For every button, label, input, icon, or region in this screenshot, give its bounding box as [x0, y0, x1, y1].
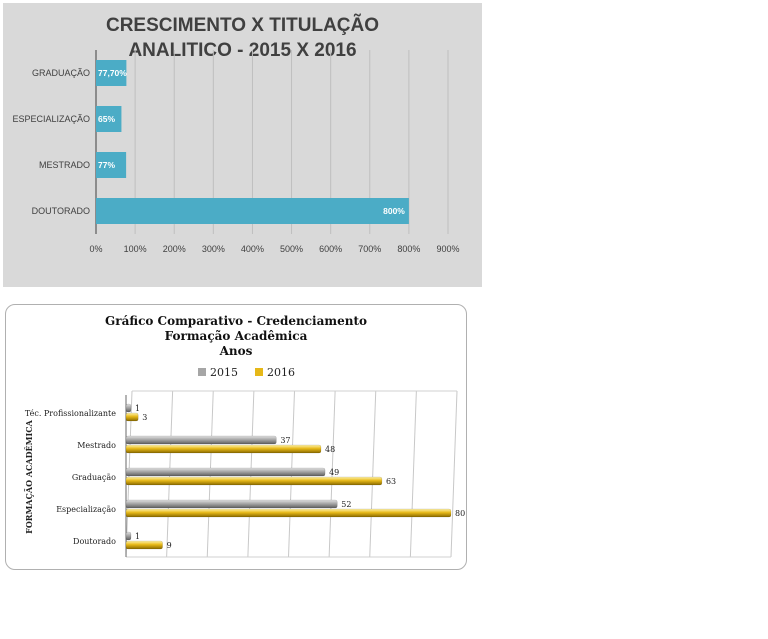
chart2-data-label: 9	[167, 541, 172, 550]
chart2-title-line3: Anos	[219, 344, 253, 358]
chart1-x-tick-label: 300%	[202, 244, 225, 254]
chart1-x-tick-label: 500%	[280, 244, 303, 254]
chart1-bar	[96, 106, 122, 132]
chart2-data-label: 49	[329, 468, 339, 477]
chart1-bar	[96, 198, 409, 224]
chart1-title-line2: ANALITICO - 2015 X 2016	[128, 40, 357, 61]
chart1-bar	[96, 152, 127, 178]
chart2-legend-label: 2016	[267, 366, 295, 379]
chart1-category-label: DOUTORADO	[32, 206, 90, 216]
chart2-data-label: 1	[135, 532, 140, 541]
chart2-bar-2016	[125, 412, 139, 422]
chart2-gridline	[409, 390, 417, 558]
chart1-x-tick-label: 200%	[163, 244, 186, 254]
chart2-data-label: 52	[341, 500, 351, 509]
chart2-bar-2016	[125, 476, 383, 486]
chart1-category-label: ESPECIALIZAÇÃO	[12, 114, 90, 124]
chart2-data-label: 37	[280, 436, 290, 445]
chart2-bar-2015	[125, 499, 338, 509]
chart1-data-label: 65%	[98, 114, 115, 124]
chart2-gridline	[450, 390, 458, 558]
chart2-bar-2016	[125, 508, 452, 518]
chart2-y-axis-title: FORMAÇÃO ACADÊMICA	[24, 419, 34, 533]
chart1-x-tick-label: 700%	[358, 244, 381, 254]
chart1-x-tick-label: 400%	[241, 244, 264, 254]
chart1-x-tick-label: 600%	[319, 244, 342, 254]
chart1-data-label: 77,70%	[98, 68, 127, 78]
chart1-x-tick-label: 0%	[89, 244, 102, 254]
chart2-data-label: 1	[135, 404, 140, 413]
chart1-data-label: 77%	[98, 160, 115, 170]
chart2-category-label: Doutorado	[73, 537, 116, 546]
chart2-legend-swatch	[198, 368, 206, 376]
chart2-data-label: 63	[386, 477, 396, 486]
chart2-category-label: Téc. Profissionalizante	[25, 409, 116, 418]
chart1-category-label: MESTRADO	[39, 160, 90, 170]
chart2-gridline	[328, 390, 336, 558]
chart2-legend-swatch	[255, 368, 263, 376]
chart2-title-line1: Gráfico Comparativo - Credenciamento	[105, 314, 367, 328]
chart2-category-label: Graduação	[72, 473, 116, 482]
chart1-plot: 0% 100% 200% 300% 400% 500% 600% 700% 800% 900% GR…	[12, 50, 460, 254]
chart2-data-label: 3	[142, 413, 147, 422]
chart2-category-label: Mestrado	[77, 441, 116, 450]
chart1-x-tick-label: 100%	[124, 244, 147, 254]
chart1-bar	[96, 60, 127, 86]
chart2-bar-2016	[125, 540, 163, 550]
chart2-data-label: 80	[455, 509, 465, 518]
chart2-bar-2015	[125, 467, 326, 477]
chart2-legend-label: 2015	[210, 366, 238, 379]
chart2-bar-2015	[125, 435, 277, 445]
chart2-bar-2016	[125, 444, 322, 454]
chart1-x-tick-label: 900%	[436, 244, 459, 254]
chart2-gridline	[369, 390, 377, 558]
chart1-data-label: 800%	[383, 206, 405, 216]
chart1-x-tick-label: 800%	[397, 244, 420, 254]
chart2-category-label: Especialização	[56, 505, 116, 514]
chart-crescimento-titulacao: CRESCIMENTO X TITULAÇÃO ANALITICO - 2015…	[3, 3, 482, 287]
chart-comparativo-credenciamento: Gráfico Comparativo - Credenciamento For…	[5, 304, 467, 570]
chart2-title-line2: Formação Acadêmica	[164, 329, 308, 343]
chart2-bar-2015	[125, 531, 132, 541]
chart1-category-label: GRADUAÇÃO	[32, 68, 90, 78]
chart2-bar-2015	[125, 403, 132, 413]
chart2-data-label: 48	[325, 445, 335, 454]
chart1-title-line1: CRESCIMENTO X TITULAÇÃO	[105, 15, 380, 36]
